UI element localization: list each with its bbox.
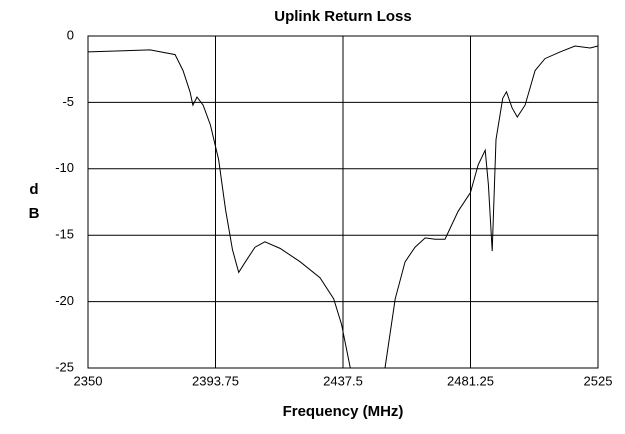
x-axis-label: Frequency (MHz)	[283, 403, 404, 420]
x-tick-label: 2525	[584, 373, 613, 388]
chart-title: Uplink Return Loss	[274, 8, 412, 25]
y-tick-label: -5	[62, 94, 74, 109]
y-tick-label: -10	[55, 160, 74, 175]
x-tick-label: 2393.75	[192, 373, 239, 388]
x-tick-label: 2481.25	[447, 373, 494, 388]
plot-frame	[87, 35, 599, 369]
x-tick-label: 2350	[74, 373, 103, 388]
data-line	[87, 45, 599, 369]
y-tick-label: -20	[55, 293, 74, 308]
y-tick-label: -25	[55, 359, 74, 374]
y-tick-label: 0	[67, 27, 74, 42]
x-tick-label: 2437.5	[323, 373, 363, 388]
y-axis-label: dB	[28, 181, 40, 222]
y-tick-label: -15	[55, 227, 74, 242]
